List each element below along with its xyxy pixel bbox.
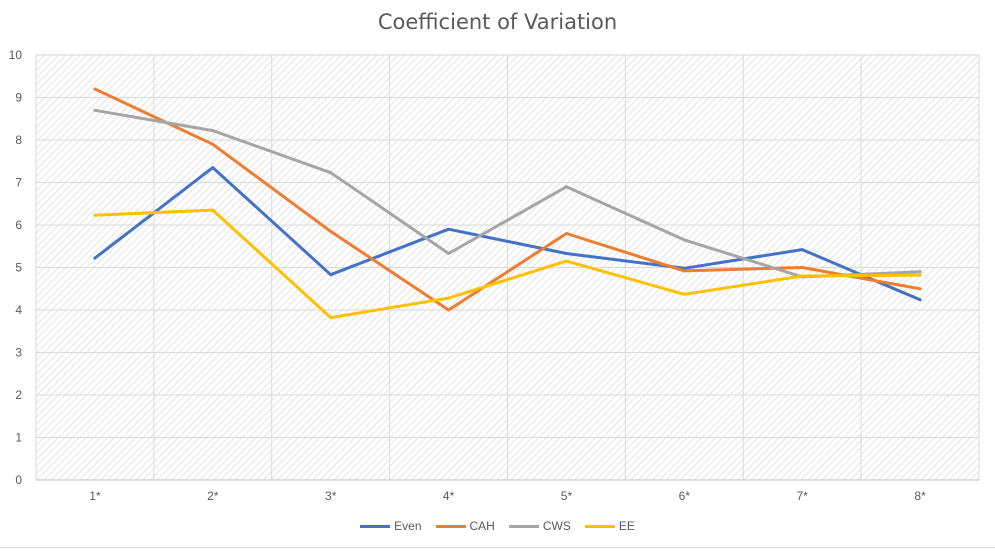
legend-label: CWS	[542, 519, 571, 533]
x-tick-label: 5*	[561, 489, 573, 503]
legend-swatch	[435, 524, 466, 528]
legend-label: EE	[618, 519, 635, 533]
data-point-even	[329, 273, 333, 277]
data-point-cah	[93, 87, 97, 91]
y-tick-label: 9	[15, 91, 22, 105]
data-point-cah	[211, 142, 215, 146]
legend-swatch	[508, 524, 539, 528]
data-point-cws	[93, 108, 97, 112]
legend-label: Even	[394, 519, 422, 533]
data-point-cws	[564, 185, 568, 189]
data-point-even	[564, 251, 568, 255]
legend-item-even: Even	[360, 519, 422, 533]
data-point-even	[211, 166, 215, 170]
data-point-ee	[682, 292, 686, 296]
data-point-ee	[211, 208, 215, 212]
data-point-cah	[329, 229, 333, 233]
data-point-cah	[447, 308, 451, 312]
x-tick-label: 1*	[89, 489, 101, 503]
legend-item-cah: CAH	[435, 519, 495, 533]
chart-title: Coefficient of Variation	[377, 10, 618, 34]
x-tick-label: 4*	[443, 489, 455, 503]
series-line-cah	[93, 87, 922, 312]
series-lines	[93, 87, 922, 320]
y-tick-label: 1	[15, 431, 22, 445]
y-tick-label: 5	[15, 261, 22, 275]
y-tick-label: 10	[9, 48, 23, 62]
data-point-even	[918, 298, 922, 302]
data-point-even	[93, 256, 97, 260]
series-line-cws	[93, 108, 922, 279]
y-tick-label: 4	[15, 303, 22, 317]
data-point-cws	[918, 270, 922, 274]
y-tick-label: 3	[15, 346, 22, 360]
legend-item-cws: CWS	[508, 519, 571, 533]
data-point-cws	[329, 171, 333, 175]
y-tick-label: 6	[15, 218, 22, 232]
legend-swatch	[584, 524, 615, 528]
data-point-cah	[918, 287, 922, 291]
data-point-cws	[682, 238, 686, 242]
x-tick-label: 7*	[797, 489, 809, 503]
data-point-even	[800, 248, 804, 252]
gridlines	[35, 54, 980, 481]
y-tick-label: 7	[15, 176, 22, 190]
x-tick-label: 6*	[679, 489, 691, 503]
legend-swatch	[360, 524, 391, 528]
data-point-ee	[93, 213, 97, 217]
data-point-cws	[211, 129, 215, 133]
x-tick-label: 2*	[207, 489, 219, 503]
y-tick-label: 2	[15, 388, 22, 402]
axes: 0 1 2 3 4 5 6 7 8 9 10 1* 2* 3* 4* 5* 6* 7* 8*	[9, 48, 979, 503]
y-tick-label: 0	[15, 473, 22, 487]
data-point-cah	[682, 269, 686, 273]
legend: Even CAH CWS EE	[0, 519, 995, 533]
data-point-cah	[800, 266, 804, 269]
data-point-ee	[329, 316, 333, 320]
series-line-even	[93, 166, 922, 302]
data-point-ee	[447, 296, 451, 300]
data-point-cah	[564, 232, 568, 235]
data-point-ee	[564, 259, 568, 263]
data-point-cws	[447, 251, 451, 255]
data-point-ee	[800, 274, 804, 278]
x-tick-label: 3*	[325, 489, 337, 503]
legend-item-ee: EE	[584, 519, 635, 533]
series-line-ee	[93, 208, 922, 320]
data-point-ee	[918, 273, 922, 277]
data-point-even	[447, 227, 451, 231]
y-tick-label: 8	[15, 133, 22, 147]
x-tick-label: 8*	[914, 489, 926, 503]
legend-label: CAH	[469, 519, 495, 533]
